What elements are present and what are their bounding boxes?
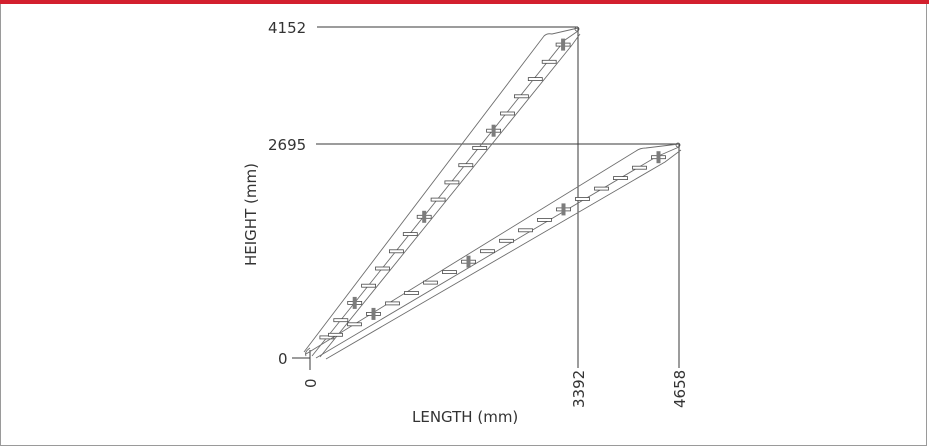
steep-ladder-rung [444, 180, 460, 185]
top-accent-bar [0, 0, 929, 4]
shallow-ladder-rung [404, 291, 419, 295]
steep-ladder-rung [361, 283, 377, 288]
steep-ladder-rung [388, 249, 404, 254]
steep-ladder-rung [500, 111, 515, 116]
shallow-ladder-rung-brace [656, 151, 661, 164]
shallow-ladder-rung-brace [371, 307, 376, 320]
shallow-ladder-rung [423, 280, 438, 285]
y-axis-title: HEIGHT (mm) [242, 163, 260, 266]
steep-ladder-rung [375, 266, 390, 271]
shallow-ladder-rung [347, 322, 362, 327]
shallow-ladder-rung [537, 217, 552, 222]
steep-ladder-rung-brace [422, 210, 427, 223]
steep-ladder-rung [402, 232, 418, 237]
steep-ladder-rung-brace [491, 124, 496, 137]
steep-ladder-rung [527, 77, 543, 81]
steep-ladder-rung [472, 145, 488, 150]
steep-ladder-rung-brace [561, 38, 566, 51]
shallow-ladder-rung [518, 228, 533, 233]
shallow-ladder-rung-brace [466, 255, 471, 268]
shallow-ladder-rung-brace [561, 203, 566, 216]
shallow-ladder-rung [385, 301, 400, 306]
steep-ladder-rung [514, 94, 529, 99]
steep-ladder-rung-brace [352, 296, 357, 309]
height-label-0: 0 [278, 350, 288, 368]
height-label-4152: 4152 [268, 19, 306, 37]
length-label-3392: 3392 [570, 370, 588, 408]
shallow-ladder-rung [632, 165, 647, 170]
length-label-4658: 4658 [671, 370, 689, 408]
shallow-ladder-rung [328, 332, 343, 337]
steep-ladder-rung [430, 197, 446, 202]
shallow-ladder-rung [594, 186, 609, 191]
diagram-frame [0, 4, 927, 446]
steep-ladder [303, 26, 581, 358]
shallow-ladder-rung [442, 270, 457, 275]
x-axis-title: LENGTH (mm) [412, 408, 518, 426]
length-label-0: 0 [302, 378, 320, 388]
steep-ladder-rung [333, 318, 349, 323]
shallow-ladder-rung [499, 238, 514, 243]
shallow-ladder-rung [480, 249, 495, 254]
steep-ladder-rung [458, 163, 474, 168]
shallow-ladder-rung [613, 176, 628, 181]
steep-ladder-rung [319, 335, 335, 340]
shallow-ladder-rung [575, 197, 590, 201]
height-label-2695: 2695 [268, 136, 306, 154]
shallow-ladder [305, 142, 682, 360]
steep-ladder-rung [541, 59, 557, 64]
